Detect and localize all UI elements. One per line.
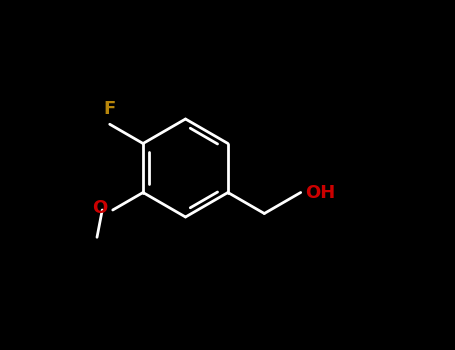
Text: O: O [92,199,107,217]
Text: F: F [104,100,116,118]
Text: OH: OH [305,183,335,202]
